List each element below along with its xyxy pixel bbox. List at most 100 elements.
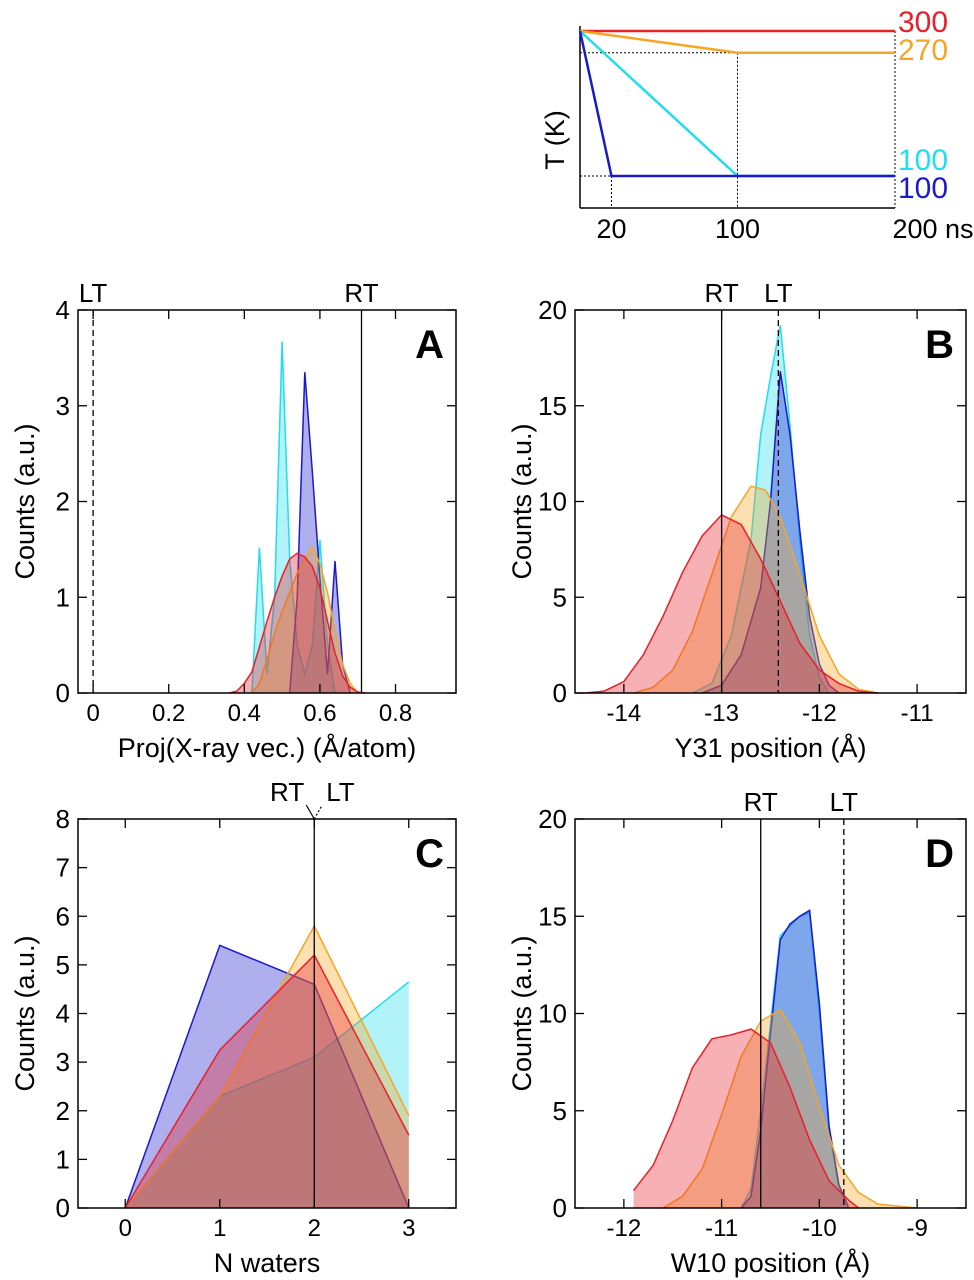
series-area-cyan — [125, 981, 409, 1208]
y-tick-label: 10 — [538, 999, 567, 1029]
x-tick-label: 0.6 — [303, 700, 336, 727]
series-line-orange — [124, 924, 410, 1209]
y-tick-label: 1 — [56, 1144, 70, 1174]
y-tick-label: 0 — [56, 678, 70, 708]
y-tick-label: 0 — [553, 1193, 567, 1223]
x-tick-label: 0.8 — [379, 700, 412, 727]
x-tick-label: -12 — [802, 700, 837, 727]
inset-temp-label-orange: 270 — [898, 34, 948, 67]
series-area-blue — [289, 372, 351, 693]
x-tick-label: -14 — [607, 700, 642, 727]
series-area-orange — [125, 926, 409, 1208]
series-line-blue — [701, 371, 840, 694]
inset-temp-label-red: 300 — [898, 6, 948, 39]
x-tick-label: -11 — [901, 700, 934, 727]
x-tick-label: -9 — [906, 1215, 927, 1242]
series-line-orange — [633, 485, 879, 694]
inset-temp-label-cyan: 100 — [898, 144, 948, 177]
y-tick-label: 7 — [56, 853, 70, 883]
x-tick-label: -11 — [705, 1215, 738, 1242]
x-tick-label: 3 — [402, 1215, 415, 1242]
x-tick-label: -10 — [802, 1215, 837, 1242]
panel-label: C — [415, 832, 444, 876]
series-line-cyan — [691, 325, 830, 694]
y-axis-label: Counts (a.u.) — [10, 423, 40, 579]
ref-leader-rt — [305, 804, 315, 820]
y-tick-label: 5 — [553, 1096, 567, 1126]
series-area-red — [229, 553, 366, 693]
inset-y-axis-label: T (K) — [540, 110, 570, 170]
y-tick-label: 2 — [56, 1096, 70, 1126]
x-tick-label: 2 — [308, 1215, 321, 1242]
panel-label: B — [925, 323, 954, 367]
y-tick-label: 15 — [538, 391, 567, 421]
x-axis-label: Y31 position (Å) — [674, 732, 866, 763]
x-tick-label: -13 — [704, 700, 739, 727]
series-area-cyan — [692, 325, 830, 693]
y-tick-label: 6 — [56, 901, 70, 931]
series-line-orange — [662, 1008, 918, 1209]
y-tick-label: 1 — [56, 582, 70, 612]
ref-label-lt: LT — [764, 278, 793, 308]
y-tick-label: 4 — [56, 999, 70, 1029]
series-line-red — [229, 552, 366, 694]
series-area-orange — [663, 1009, 918, 1208]
inset-temp-label-blue: 100 — [898, 172, 948, 205]
ref-label-rt: RT — [270, 777, 304, 807]
y-axis-label: Counts (a.u.) — [507, 935, 537, 1091]
y-tick-label: 4 — [56, 295, 70, 325]
series-line-cyan — [251, 341, 336, 694]
x-tick-label: 1 — [213, 1215, 226, 1242]
x-axis-label: Proj(X-ray vec.) (Å/atom) — [118, 732, 417, 763]
series-line-blue — [740, 909, 850, 1209]
y-tick-label: 3 — [56, 1047, 70, 1077]
ref-label-lt: LT — [326, 777, 355, 807]
ref-leader-lt — [313, 804, 323, 820]
ref-label-rt: RT — [344, 278, 378, 308]
series-area-blue — [741, 910, 849, 1208]
inset-x-tick-label: 20 — [596, 214, 626, 244]
y-axis-label: Counts (a.u.) — [507, 423, 537, 579]
y-tick-label: 20 — [538, 295, 567, 325]
series-area-cyan — [741, 912, 849, 1208]
y-tick-label: 5 — [553, 582, 567, 612]
y-tick-label: 10 — [538, 487, 567, 517]
ref-label-lt: LT — [79, 278, 108, 308]
panel-d-chart: RT LT -12 -11 -10 -9 0 5 10 15 20 W10 position (Å) C… — [507, 787, 967, 1278]
y-tick-label: 3 — [56, 391, 70, 421]
panel-a-chart: LT RT 0 0.2 0.4 0.6 0.8 0 1 2 3 4 Proj(X-ray vec.) (… — [10, 278, 457, 763]
x-axis-label: N waters — [214, 1248, 321, 1278]
panel-c-chart: RT LT 0 1 2 3 0 1 2 3 4 5 6 7 8 N waters Counts (a.u.) C — [10, 777, 457, 1278]
x-tick-label: 0.2 — [152, 700, 185, 727]
series-area-red — [125, 955, 409, 1208]
x-tick-label: 0 — [119, 1215, 132, 1242]
y-tick-label: 0 — [56, 1193, 70, 1223]
series-line-blue — [288, 372, 351, 694]
x-tick-label: 0.4 — [228, 700, 261, 727]
ref-label-rt: RT — [744, 787, 778, 817]
x-tick-label: 0 — [86, 700, 99, 727]
series-line-red — [584, 513, 879, 694]
y-tick-label: 5 — [56, 950, 70, 980]
series-area-red — [633, 1029, 859, 1208]
y-tick-label: 2 — [56, 487, 70, 517]
series-line-red — [633, 1028, 859, 1209]
inset-x-tick-label: 200 ns — [892, 214, 973, 244]
x-tick-label: -12 — [607, 1215, 642, 1242]
series-area-orange — [633, 486, 878, 693]
panel-b-chart: RT LT -14 -13 -12 -11 0 5 10 15 20 Y31 position (Å)… — [507, 278, 967, 763]
y-tick-label: 0 — [553, 678, 567, 708]
series-area-orange — [251, 546, 358, 693]
series-line-orange — [251, 544, 359, 694]
series-line-blue — [124, 944, 410, 1209]
inset-series-blue — [578, 30, 895, 178]
panel-label: A — [415, 323, 444, 367]
panel-label: D — [925, 832, 954, 876]
x-axis-label: W10 position (Å) — [671, 1247, 871, 1278]
ref-label-lt: LT — [830, 787, 859, 817]
y-axis-label: Counts (a.u.) — [10, 935, 40, 1091]
inset-x-tick-label: 100 — [715, 214, 760, 244]
y-tick-label: 8 — [56, 804, 70, 834]
series-area-red — [584, 514, 878, 693]
